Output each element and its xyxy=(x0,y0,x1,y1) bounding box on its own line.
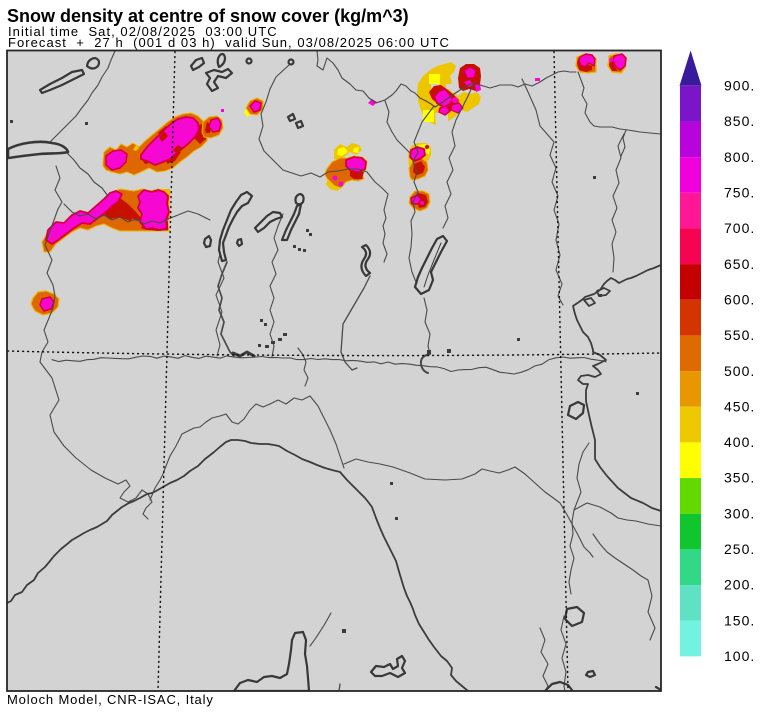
svg-text:800.: 800. xyxy=(724,149,755,165)
svg-text:400.: 400. xyxy=(724,434,755,450)
svg-text:100.: 100. xyxy=(724,648,755,664)
svg-text:350.: 350. xyxy=(724,470,755,486)
svg-text:450.: 450. xyxy=(724,398,755,414)
svg-text:250.: 250. xyxy=(724,541,755,557)
svg-text:150.: 150. xyxy=(724,612,755,628)
svg-text:650.: 650. xyxy=(724,256,755,272)
svg-text:900.: 900. xyxy=(724,78,755,94)
svg-text:600.: 600. xyxy=(724,292,755,308)
svg-text:700.: 700. xyxy=(724,220,755,236)
svg-text:200.: 200. xyxy=(724,577,755,593)
svg-text:500.: 500. xyxy=(724,363,755,379)
svg-text:550.: 550. xyxy=(724,327,755,343)
svg-text:300.: 300. xyxy=(724,505,755,521)
svg-text:750.: 750. xyxy=(724,185,755,201)
svg-text:850.: 850. xyxy=(724,113,755,129)
